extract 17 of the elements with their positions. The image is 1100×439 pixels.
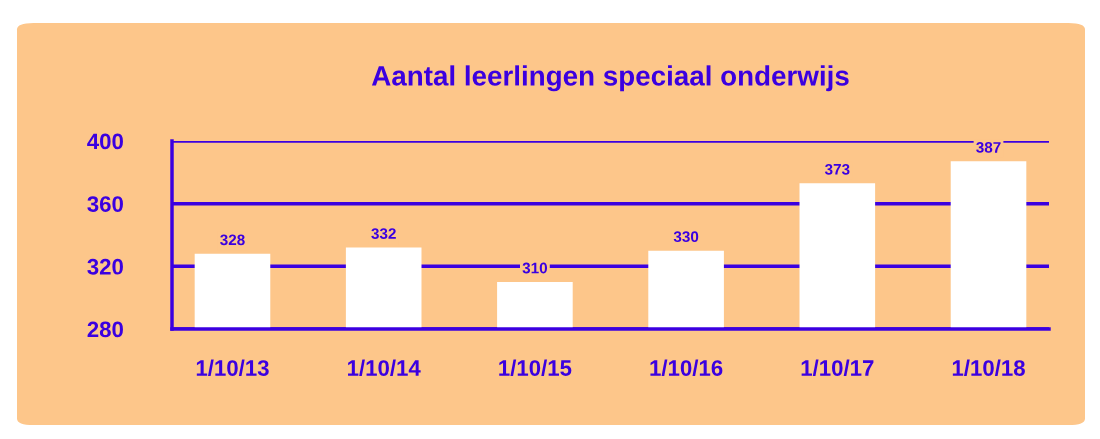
data-label: 387 [976,141,1001,153]
y-tick-label: 320 [87,258,123,275]
y-tick-label: 400 [87,133,123,150]
data-label: 330 [673,231,699,243]
x-tick-label: 1/10/18 [952,359,1025,377]
x-tick-label: 1/10/13 [196,359,269,377]
x-tick-label: 1/10/15 [499,359,572,377]
data-label: 373 [824,163,850,175]
data-label: 332 [371,228,396,239]
x-tick-label: 1/10/14 [348,359,421,377]
x-tick-label: 1/10/16 [650,359,723,377]
x-tick-label: 1/10/17 [801,359,874,377]
y-tick-label: 280 [87,321,123,338]
y-tick-label: 360 [87,196,123,212]
chart-title: Aantal leerlingen speciaal onderwijs [371,65,849,92]
data-label: 328 [220,234,245,246]
data-label: 310 [522,262,548,274]
